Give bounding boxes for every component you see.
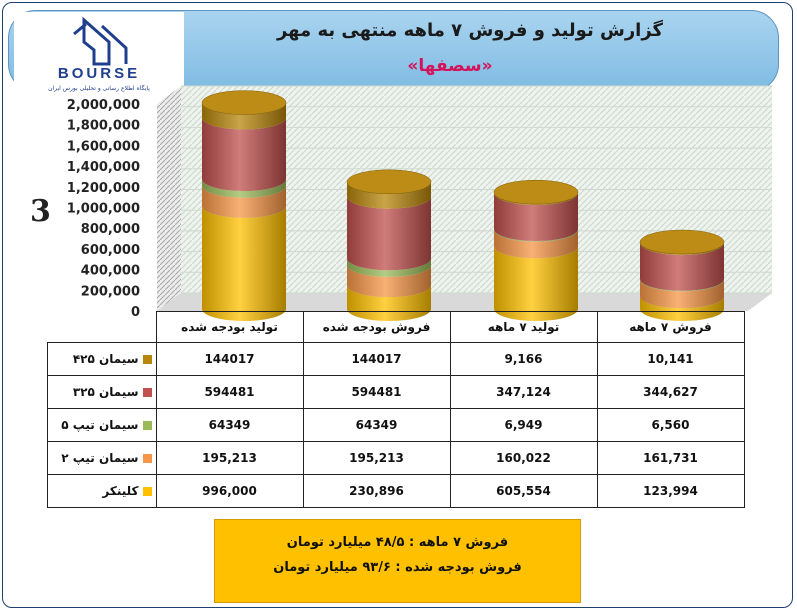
bar-top [201,90,287,115]
y-tick-label: 1,800,000 [67,119,140,134]
legend-cell: سیمان تیپ ۵ [47,408,157,442]
summary-sales-7month: فروش ۷ ماهه : ۴۸/۵ میلیارد تومان [286,535,509,550]
bourse-logo: BOURSE پایگاه اطلاع رسانی و تحلیلی بورس … [14,12,184,94]
legend-cell: سیمان ۴۲۵ [47,342,157,376]
bar-group [201,90,287,321]
bar-segment [494,193,578,242]
bar-segment [202,185,286,218]
data-label: 996,000 [155,474,304,508]
data-label: 594481 [155,375,304,409]
series-name: سیمان تیپ ۲ [61,451,139,465]
series-name: کلینکر [102,484,139,498]
logo-tagline: پایگاه اطلاع رسانی و تحلیلی بورس ایران [48,84,150,92]
y-tick-label: 200,000 [81,284,140,299]
data-label: 10,141 [596,342,745,376]
bar-segment [202,117,286,192]
bar-group [639,229,725,321]
data-label: 230,896 [302,474,451,508]
bar-top [346,169,432,195]
unit-mark: 3 [30,194,51,229]
legend-cell: کلینکر [47,474,157,508]
series-name: سیمان تیپ ۵ [61,418,139,432]
table-row: سیمان ۳۲۵ 594481 594481 347,124 344,627 [47,375,745,409]
legend-swatch [142,355,152,364]
series-name: سیمان ۴۲۵ [72,352,139,366]
series-name: سیمان ۳۲۵ [72,385,139,399]
bar-segment [202,102,286,130]
side-wall [157,86,181,311]
category-label: فروش بودجه شده [302,311,451,343]
data-label: 64349 [155,408,304,442]
table-row: سیمان تیپ ۵ 64349 64349 6,949 6,560 [47,408,745,442]
category-label: تولید بودجه شده [155,311,304,343]
data-label: 605,554 [449,474,598,508]
table-row: سیمان ۴۲۵ 144017 144017 9,166 10,141 [47,342,745,376]
bar-top [493,179,579,205]
legend-swatch [142,454,152,463]
y-tick-label: 1,600,000 [67,139,140,154]
y-tick-label: 1,200,000 [67,181,140,196]
data-label: 144017 [155,342,304,376]
category-label: فروش ۷ ماهه [596,311,745,343]
data-label: 9,166 [449,342,598,376]
bar-segment [640,243,724,291]
category-label: تولید ۷ ماهه [449,311,598,343]
logo-text: BOURSE [58,65,140,82]
legend-swatch [142,421,152,430]
legend-swatch [142,388,152,397]
y-tick-label: 800,000 [81,222,140,237]
table-row: کلینکر 996,000 230,896 605,554 123,994 [47,474,745,508]
data-label: 195,213 [155,441,304,475]
data-label: 347,124 [449,375,598,409]
bar-segment [347,258,431,277]
y-tick-label: 1,400,000 [67,160,140,175]
data-label: 594481 [302,375,451,409]
data-label: 6,949 [449,408,598,442]
y-tick-label: 1,000,000 [67,202,140,217]
data-label: 144017 [302,342,451,376]
data-table: تولید بودجه شده فروش بودجه شده تولید ۷ ماه… [47,311,745,508]
bar-segment [494,246,578,321]
data-label: 123,994 [596,474,745,508]
bar-segment [202,179,286,198]
y-tick-label: 2,000,000 [67,98,140,113]
summary-box: فروش ۷ ماهه : ۴۸/۵ میلیارد تومان فروش بو… [214,519,581,603]
legend-cell: سیمان تیپ ۲ [47,441,157,475]
company-name: «سصفها» [407,56,493,76]
table-row: سیمان تیپ ۲ 195,213 195,213 160,022 161,731 [47,441,745,475]
bar-top [639,229,725,255]
bar-segment [347,264,431,298]
data-label: 161,731 [596,441,745,475]
table-header-row: تولید بودجه شده فروش بودجه شده تولید ۷ ماه… [47,311,745,343]
bar-segment [202,205,286,321]
data-label: 6,560 [596,408,745,442]
summary-sales-budget: فروش بودجه شده : ۹۳/۶ میلیارد تومان [273,560,522,575]
bar-segment [640,279,724,309]
table-corner [47,311,157,343]
report-title: گزارش تولید و فروش ۷ ماهه منتهی به مهر [276,20,664,41]
bar-group [493,179,579,321]
bar-segment [494,229,578,259]
legend-swatch [142,487,152,496]
legend-cell: سیمان ۳۲۵ [47,375,157,409]
bar-segment [347,181,431,209]
y-tick-label: 600,000 [81,243,140,258]
data-label: 64349 [302,408,451,442]
data-label: 160,022 [449,441,598,475]
y-tick-label: 400,000 [81,264,140,279]
data-label: 344,627 [596,375,745,409]
data-label: 195,213 [302,441,451,475]
floor [157,293,772,311]
bar-group [346,169,432,321]
bar-segment [347,196,431,271]
